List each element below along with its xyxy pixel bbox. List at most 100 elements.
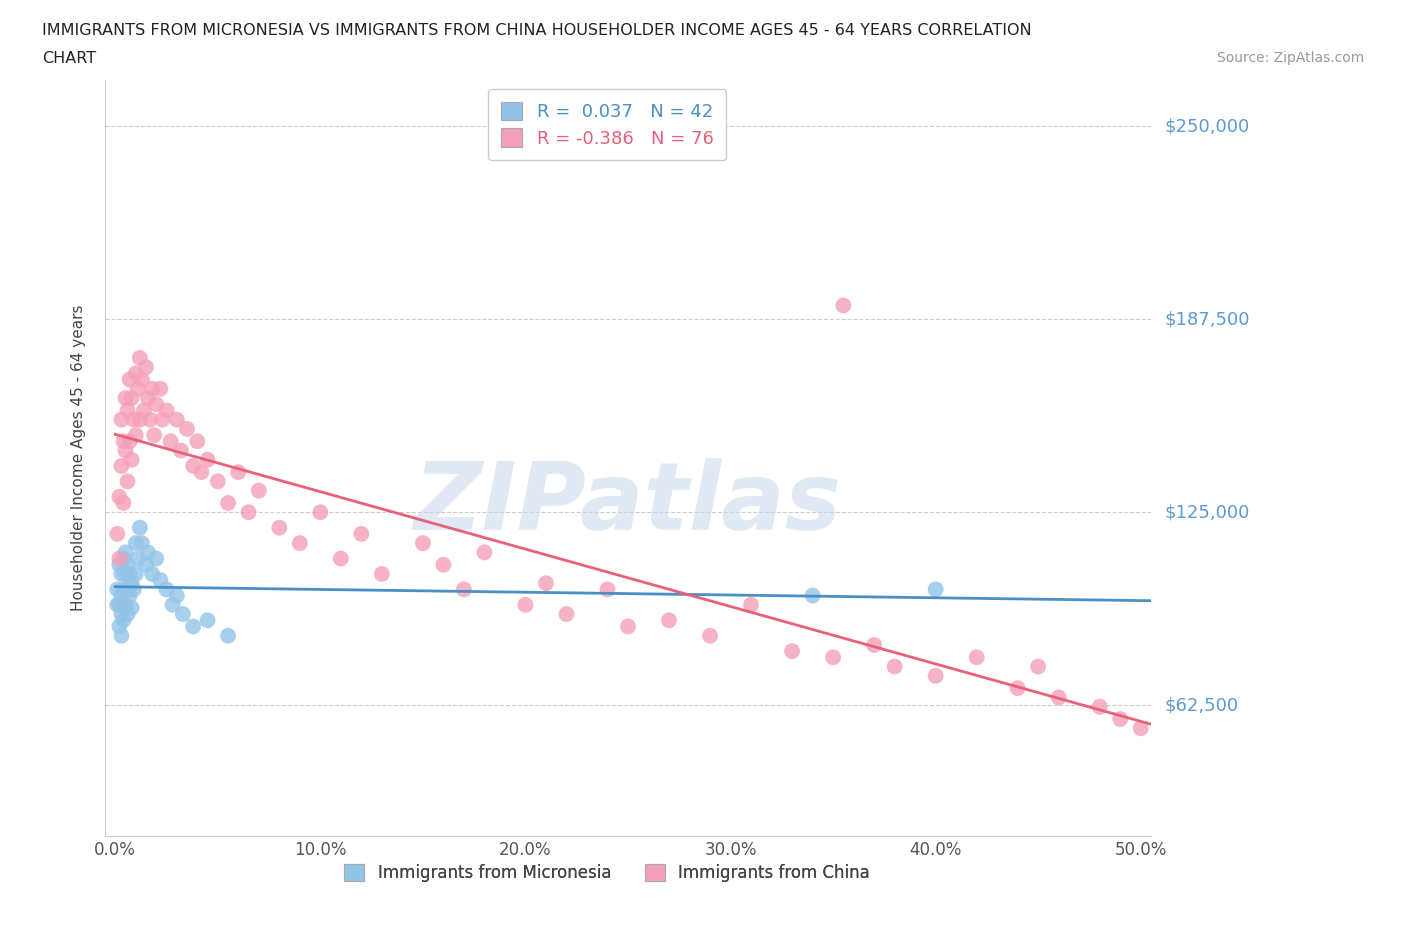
- Point: [190, 465, 212, 480]
- Point: [125, 365, 148, 380]
- Point: [110, 458, 132, 473]
- Point: [166, 412, 188, 427]
- Point: [139, 412, 162, 427]
- Text: CHART: CHART: [42, 51, 96, 66]
- Point: [883, 659, 905, 674]
- Point: [128, 520, 150, 535]
- Point: [145, 551, 167, 566]
- Point: [288, 536, 311, 551]
- Point: [863, 638, 886, 653]
- Point: [128, 351, 150, 365]
- Point: [534, 576, 557, 591]
- Point: [515, 597, 537, 612]
- Point: [114, 443, 136, 458]
- Point: [596, 582, 619, 597]
- Text: $125,000: $125,000: [1166, 503, 1250, 521]
- Point: [159, 433, 181, 448]
- Point: [141, 566, 163, 581]
- Point: [699, 629, 721, 644]
- Point: [1007, 681, 1029, 696]
- Point: [181, 458, 204, 473]
- Point: [127, 381, 149, 396]
- Point: [832, 298, 855, 312]
- Point: [823, 650, 845, 665]
- Point: [112, 551, 135, 566]
- Point: [740, 597, 762, 612]
- Point: [197, 613, 219, 628]
- Point: [207, 474, 229, 489]
- Point: [136, 391, 159, 405]
- Point: [226, 465, 249, 480]
- Point: [114, 566, 136, 581]
- Point: [152, 412, 174, 427]
- Point: [166, 588, 188, 603]
- Point: [110, 566, 132, 581]
- Point: [122, 412, 145, 427]
- Point: [125, 536, 148, 551]
- Text: Source: ZipAtlas.com: Source: ZipAtlas.com: [1216, 51, 1364, 65]
- Point: [309, 505, 332, 520]
- Point: [924, 582, 946, 597]
- Text: $187,500: $187,500: [1166, 311, 1250, 328]
- Point: [105, 582, 128, 597]
- Point: [110, 629, 132, 644]
- Legend: Immigrants from Micronesia, Immigrants from China: Immigrants from Micronesia, Immigrants f…: [337, 857, 876, 888]
- Point: [105, 526, 128, 541]
- Point: [136, 545, 159, 560]
- Point: [141, 381, 163, 396]
- Point: [149, 573, 172, 588]
- Point: [238, 505, 260, 520]
- Point: [658, 613, 681, 628]
- Point: [118, 588, 141, 603]
- Point: [128, 412, 150, 427]
- Point: [108, 597, 131, 612]
- Y-axis label: Householder Income Ages 45 - 64 years: Householder Income Ages 45 - 64 years: [72, 305, 86, 611]
- Point: [170, 443, 193, 458]
- Point: [131, 372, 153, 387]
- Point: [453, 582, 475, 597]
- Point: [1109, 711, 1132, 726]
- Point: [350, 526, 373, 541]
- Point: [155, 582, 177, 597]
- Point: [127, 551, 149, 566]
- Point: [247, 484, 270, 498]
- Point: [329, 551, 352, 566]
- Point: [114, 545, 136, 560]
- Point: [197, 452, 219, 467]
- Point: [176, 421, 198, 436]
- Point: [112, 582, 135, 597]
- Point: [118, 433, 141, 448]
- Point: [108, 557, 131, 572]
- Point: [801, 588, 824, 603]
- Point: [966, 650, 988, 665]
- Point: [110, 412, 132, 427]
- Point: [121, 576, 143, 591]
- Point: [125, 428, 148, 443]
- Point: [780, 644, 803, 658]
- Point: [105, 597, 128, 612]
- Point: [117, 606, 139, 621]
- Point: [118, 372, 141, 387]
- Point: [125, 566, 148, 581]
- Point: [114, 597, 136, 612]
- Point: [121, 391, 143, 405]
- Point: [117, 557, 139, 572]
- Point: [121, 452, 143, 467]
- Point: [132, 403, 155, 418]
- Point: [924, 669, 946, 684]
- Text: ZIPatlas: ZIPatlas: [413, 458, 842, 550]
- Point: [108, 489, 131, 504]
- Point: [110, 588, 132, 603]
- Point: [217, 629, 239, 644]
- Point: [121, 601, 143, 616]
- Point: [108, 551, 131, 566]
- Point: [145, 397, 167, 412]
- Point: [555, 606, 578, 621]
- Point: [155, 403, 177, 418]
- Point: [1047, 690, 1070, 705]
- Point: [172, 606, 194, 621]
- Point: [1026, 659, 1049, 674]
- Point: [112, 496, 135, 511]
- Point: [135, 557, 157, 572]
- Point: [181, 619, 204, 634]
